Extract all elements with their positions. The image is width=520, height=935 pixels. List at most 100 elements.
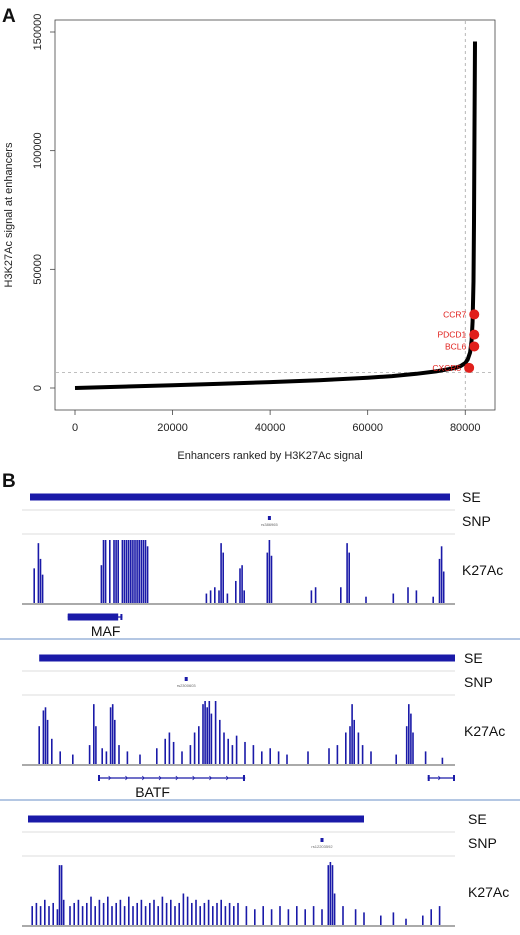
k27ac-peak	[329, 862, 332, 925]
k27ac-peak	[37, 543, 40, 603]
k27ac-peak	[430, 909, 432, 925]
track-label: SE	[462, 489, 481, 505]
panel-a-axes: 0 20000 40000 60000 80000 0 50000 100000 150000	[32, 14, 481, 434]
k27ac-peak	[51, 738, 53, 764]
k27ac-peak	[226, 593, 229, 603]
track-label: SNP	[464, 674, 493, 690]
k27ac-peak	[286, 754, 288, 764]
k27ac-peak	[60, 865, 63, 925]
k27ac-peak	[231, 745, 234, 764]
k27ac-peak	[199, 906, 201, 925]
highlight-point	[464, 362, 475, 373]
k27ac-peak	[114, 719, 116, 764]
panel-b-loci: rs386965 MAF SE SNP K27Ac rs2300603 BATF SE SNP K…	[0, 489, 520, 927]
k27ac-peak	[235, 580, 237, 603]
k27ac-peak	[128, 896, 130, 925]
k27ac-peak	[296, 906, 298, 925]
k27ac-peak	[164, 738, 166, 764]
k27ac-peak	[144, 540, 147, 603]
k27ac-peak	[266, 552, 269, 603]
strand-arrow	[141, 775, 145, 781]
k27ac-peak	[370, 751, 372, 764]
k27ac-peak	[442, 571, 445, 603]
k27ac-peak	[127, 540, 130, 603]
k27ac-peak	[209, 590, 212, 603]
gene-label: BATF	[135, 784, 170, 800]
k27ac-peak	[35, 902, 38, 925]
k27ac-peak	[142, 540, 145, 603]
gene-thick-exon	[67, 613, 119, 621]
k27ac-peak	[203, 902, 206, 925]
x-tick-label: 0	[72, 422, 78, 434]
k27ac-peak	[170, 899, 172, 925]
x-tick-label: 60000	[352, 422, 383, 434]
k27ac-peak	[193, 732, 196, 764]
k27ac-peak	[48, 906, 50, 925]
k27ac-peak	[38, 726, 40, 764]
panel-a-reference-lines	[56, 21, 494, 409]
x-tick-label: 40000	[255, 422, 286, 434]
k27ac-peak	[220, 899, 222, 925]
k27ac-peak	[407, 587, 409, 603]
gene-exon	[427, 775, 430, 781]
k27ac-peak	[62, 899, 65, 925]
gene-exon	[243, 775, 245, 781]
k27ac-peak	[244, 741, 246, 764]
strand-arrow	[108, 775, 112, 781]
x-axis-label: Enhancers ranked by H3K27Ac signal	[177, 450, 362, 462]
k27ac-peak	[270, 909, 273, 925]
k27ac-peak	[206, 707, 208, 764]
k27ac-peak	[33, 568, 35, 603]
k27ac-peak	[336, 745, 339, 764]
k27ac-peak	[392, 912, 395, 925]
strand-arrow	[158, 775, 162, 781]
gene-exon	[120, 614, 123, 620]
k27ac-peak	[102, 540, 105, 603]
k27ac-peak	[321, 909, 323, 925]
k27ac-peak	[328, 748, 330, 764]
k27ac-peak	[94, 906, 96, 925]
k27ac-peak	[136, 540, 138, 603]
k27ac-peak	[125, 540, 128, 603]
k27ac-peak	[214, 587, 216, 603]
k27ac-peak	[361, 745, 364, 764]
k27ac-peak	[212, 906, 214, 925]
track-label: K27Ac	[464, 723, 505, 739]
k27ac-peak	[161, 896, 164, 925]
track-label: K27Ac	[468, 884, 509, 900]
k27ac-peak	[254, 909, 256, 925]
y-tick-label: 0	[32, 385, 44, 391]
locus-maf: rs386965 MAF SE SNP K27Ac	[0, 489, 520, 640]
k27ac-peak	[126, 751, 129, 764]
k27ac-peak	[354, 909, 357, 925]
panel-b-letter: B	[2, 471, 16, 492]
k27ac-peak	[39, 906, 42, 925]
k27ac-peak	[287, 909, 290, 925]
k27ac-peak	[157, 906, 159, 925]
k27ac-peak	[424, 751, 427, 764]
strand-arrow	[175, 775, 179, 781]
k27ac-peak	[348, 552, 350, 603]
k27ac-peak	[207, 899, 210, 925]
k27ac-peak	[392, 593, 395, 603]
k27ac-peak	[438, 558, 441, 603]
k27ac-peak	[405, 726, 408, 764]
k27ac-peak	[153, 899, 155, 925]
k27ac-peak	[117, 540, 119, 603]
k27ac-peak	[93, 704, 95, 764]
k27ac-peak	[52, 902, 54, 925]
k27ac-peak	[219, 719, 221, 764]
k27ac-peak	[241, 565, 243, 603]
k27ac-peak	[115, 902, 117, 925]
k27ac-peak	[432, 596, 434, 603]
k27ac-peak	[111, 704, 114, 764]
k27ac-peak	[98, 899, 101, 925]
k27ac-peak	[304, 909, 306, 925]
k27ac-peak	[88, 745, 91, 764]
x-tick-label: 80000	[450, 422, 481, 434]
k27ac-peak	[415, 590, 418, 603]
k27ac-peak	[69, 906, 71, 925]
k27ac-peak	[189, 745, 192, 764]
k27ac-peak	[182, 893, 185, 925]
